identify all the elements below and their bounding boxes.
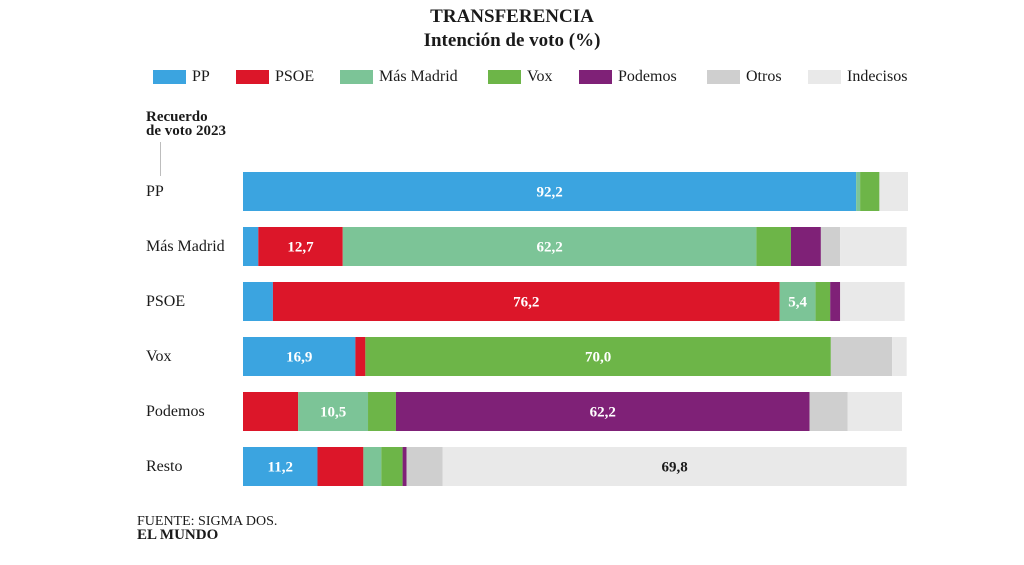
bar-segment-podemos-vox	[368, 392, 396, 431]
data-label-vox-pp: 16,9	[286, 350, 312, 366]
data-label-psoe-psoe: 76,2	[513, 295, 539, 311]
legend-swatch	[236, 70, 269, 84]
data-label-pp-pp: 92,2	[536, 185, 562, 201]
bar-segment-mas-madrid-vox	[756, 227, 791, 266]
bar-segment-podemos-psoe	[243, 392, 299, 431]
bar-segment-resto-pp	[243, 447, 318, 486]
bar-segment-psoe-podemos	[830, 282, 841, 321]
legend-swatch	[579, 70, 612, 84]
legend-label: Podemos	[618, 68, 677, 85]
legend-swatch	[153, 70, 186, 84]
legend-item-pp: PP	[153, 67, 210, 87]
bar-segment-mas-madrid-otros	[820, 227, 841, 266]
row-label-podemos: Podemos	[146, 402, 205, 420]
bar-segment-mas-madrid-indecisos	[840, 227, 907, 266]
bar-segment-pp-mas-madrid	[856, 172, 861, 211]
bar-row-podemos: 10,5 62,2	[243, 392, 903, 431]
bar-segment-podemos-indecisos	[847, 392, 903, 431]
bar-segment-mas-madrid-pp	[243, 227, 259, 266]
legend-item-mas-madrid: Más Madrid	[340, 67, 458, 87]
data-label-mas-madrid-psoe: 12,7	[287, 240, 314, 256]
legend-label: PP	[192, 68, 210, 85]
y-axis-title: Recuerdo de voto 2023	[146, 109, 226, 139]
bar-segment-psoe-mas-madrid	[779, 282, 816, 321]
bar-segment-mas-madrid-mas-madrid	[342, 227, 757, 266]
bar-segment-vox-psoe	[355, 337, 366, 376]
legend-item-vox: Vox	[488, 67, 553, 87]
row-label-resto: Resto	[146, 457, 183, 475]
row-label-psoe: PSOE	[146, 292, 186, 310]
bar-segment-resto-indecisos	[442, 447, 907, 486]
chart-subtitle: Intención de voto (%)	[423, 30, 601, 51]
bar-segment-mas-madrid-podemos	[790, 227, 821, 266]
chart-title: TRANSFERENCIA	[430, 6, 594, 27]
bar-row-mas-madrid: 12,7 62,2	[243, 227, 907, 266]
legend-swatch	[707, 70, 740, 84]
bar-segment-psoe-pp	[243, 282, 273, 321]
legend-item-otros: Otros	[707, 67, 782, 87]
bar-segment-resto-otros	[406, 447, 443, 486]
bar-segment-psoe-indecisos	[840, 282, 905, 321]
bar-segment-vox-indecisos	[892, 337, 907, 376]
legend-label: Vox	[527, 68, 553, 85]
legend-label: Más Madrid	[379, 68, 458, 85]
data-label-vox-vox: 70,0	[585, 350, 611, 366]
bar-segment-vox-vox	[365, 337, 831, 376]
row-label-vox: Vox	[146, 347, 172, 365]
legend-label: Indecisos	[847, 68, 908, 85]
data-label-psoe-mas-madrid: 5,4	[788, 295, 807, 311]
bar-segment-pp-pp	[243, 172, 857, 211]
data-label-mas-madrid-mas-madrid: 62,2	[536, 240, 562, 256]
legend-item-indecisos: Indecisos	[808, 67, 907, 87]
legend: PP PSOE Más Madrid Vox Podemos Otros Indecisos	[0, 67, 1024, 87]
row-label-pp: PP	[146, 182, 164, 200]
bar-segment-psoe-psoe	[272, 282, 780, 321]
bar-row-resto: 11,2 69,8	[243, 447, 907, 486]
bar-segment-vox-pp	[243, 337, 356, 376]
bar-segment-podemos-mas-madrid	[298, 392, 369, 431]
bar-row-pp: 92,2	[243, 172, 908, 211]
legend-item-podemos: Podemos	[579, 67, 677, 87]
y-axis-title-line1: Recuerdo	[146, 109, 208, 125]
y-axis-title-line2: de voto 2023	[146, 123, 226, 139]
bar-segment-pp-vox	[860, 172, 880, 211]
legend-swatch	[808, 70, 841, 84]
data-label-resto-pp: 11,2	[268, 460, 293, 476]
source-note: FUENTE: SIGMA DOS.	[137, 514, 278, 529]
legend-label: PSOE	[275, 68, 315, 85]
publisher-brand: EL MUNDO	[137, 527, 219, 543]
data-label-podemos-podemos: 62,2	[590, 405, 616, 421]
y-axis-title-rule	[160, 142, 161, 176]
bar-segment-resto-psoe	[317, 447, 364, 486]
bar-segment-resto-podemos	[402, 447, 407, 486]
bar-segment-podemos-podemos	[395, 392, 810, 431]
bar-row-psoe: 76,2 5,4	[243, 282, 905, 321]
bar-segment-podemos-otros	[809, 392, 848, 431]
legend-item-psoe: PSOE	[236, 67, 314, 87]
bar-segment-resto-vox	[381, 447, 403, 486]
data-label-podemos-mas-madrid: 10,5	[320, 405, 346, 421]
row-label-mas-madrid: Más Madrid	[146, 237, 225, 255]
bar-segment-resto-mas-madrid	[363, 447, 382, 486]
bar-segment-pp-indecisos	[879, 172, 908, 211]
bar-segment-vox-otros	[830, 337, 893, 376]
data-label-resto-indecisos: 69,8	[661, 460, 687, 476]
legend-swatch	[340, 70, 373, 84]
bar-segment-mas-madrid-psoe	[258, 227, 343, 266]
bar-segment-psoe-vox	[815, 282, 831, 321]
legend-label: Otros	[746, 68, 782, 85]
legend-swatch	[488, 70, 521, 84]
bar-row-vox: 16,9 70,0	[243, 337, 907, 376]
